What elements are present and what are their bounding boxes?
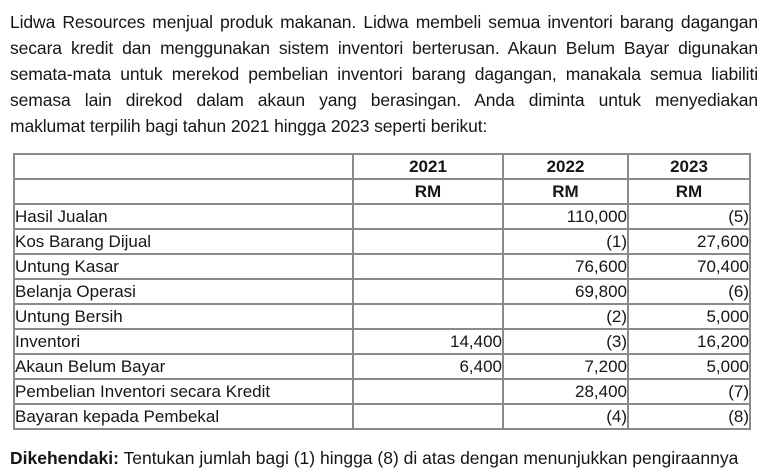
year-header-2021: 2021: [352, 153, 504, 180]
value-2023: 16,200: [627, 328, 751, 355]
value-2022: (4): [502, 403, 629, 430]
value-2022: 7,200: [502, 353, 629, 380]
intro-line: semata-mata untuk merekod pembelian inve…: [10, 64, 758, 84]
intro-paragraph: Lidwa Resources menjual produk makanan. …: [10, 9, 758, 139]
table-header-row-currency: RM RM RM: [13, 178, 751, 205]
table-header-row-years: 2021 2022 2023: [13, 153, 751, 180]
currency-header: RM: [502, 178, 629, 205]
row-label: Bayaran kepada Pembekal: [13, 403, 354, 430]
table-row: Untung Bersih (2) 5,000: [13, 303, 751, 330]
value-2023: 5,000: [627, 303, 751, 330]
table-row: Bayaran kepada Pembekal (4) (8): [13, 403, 751, 430]
intro-line: maklumat terpilih bagi tahun 2021 hingga…: [10, 116, 488, 136]
currency-header: RM: [627, 178, 751, 205]
empty-header-cell: [13, 153, 354, 180]
value-2021: [352, 203, 504, 230]
value-2023: 27,600: [627, 228, 751, 255]
currency-header: RM: [352, 178, 504, 205]
empty-header-cell: [13, 178, 354, 205]
row-label: Untung Bersih: [13, 303, 354, 330]
requirement-text: Tentukan jumlah bagi (1) hingga (8) di a…: [123, 448, 739, 468]
value-2023: (7): [627, 378, 751, 405]
row-label: Untung Kasar: [13, 253, 354, 280]
row-label: Akaun Belum Bayar: [13, 353, 354, 380]
table-row: Untung Kasar 76,600 70,400: [13, 253, 751, 280]
value-2022: 76,600: [502, 253, 629, 280]
year-header-2023: 2023: [627, 153, 751, 180]
table-row: Akaun Belum Bayar 6,400 7,200 5,000: [13, 353, 751, 380]
intro-line: semasa lain direkod dalam akaun yang ber…: [10, 90, 758, 110]
value-2022: 69,800: [502, 278, 629, 305]
value-2022: 110,000: [502, 203, 629, 230]
value-2021: [352, 403, 504, 430]
value-2022: (1): [502, 228, 629, 255]
value-2021: [352, 253, 504, 280]
value-2022: 28,400: [502, 378, 629, 405]
financial-data-table: 2021 2022 2023 RM RM RM Hasil Jualan 110…: [13, 153, 751, 430]
table-row: Belanja Operasi 69,800 (6): [13, 278, 751, 305]
value-2023: 70,400: [627, 253, 751, 280]
value-2023: (8): [627, 403, 751, 430]
row-label: Pembelian Inventori secara Kredit: [13, 378, 354, 405]
row-label: Kos Barang Dijual: [13, 228, 354, 255]
row-label: Hasil Jualan: [13, 203, 354, 230]
value-2021: 6,400: [352, 353, 504, 380]
intro-line: Lidwa Resources menjual produk makanan. …: [10, 12, 758, 32]
intro-line: secara kredit dan menggunakan sistem inv…: [10, 38, 758, 58]
value-2021: [352, 378, 504, 405]
table-row: Kos Barang Dijual (1) 27,600: [13, 228, 751, 255]
value-2023: 5,000: [627, 353, 751, 380]
value-2023: (5): [627, 203, 751, 230]
value-2021: [352, 278, 504, 305]
value-2021: 14,400: [352, 328, 504, 355]
value-2022: (3): [502, 328, 629, 355]
value-2021: [352, 303, 504, 330]
row-label: Belanja Operasi: [13, 278, 354, 305]
value-2021: [352, 228, 504, 255]
table-row: Pembelian Inventori secara Kredit 28,400…: [13, 378, 751, 405]
row-label: Inventori: [13, 328, 354, 355]
table-row: Hasil Jualan 110,000 (5): [13, 203, 751, 230]
value-2023: (6): [627, 278, 751, 305]
table-row: Inventori 14,400 (3) 16,200: [13, 328, 751, 355]
year-header-2022: 2022: [502, 153, 629, 180]
requirement-line: Dikehendaki: Tentukan jumlah bagi (1) hi…: [10, 447, 758, 469]
requirement-label: Dikehendaki:: [10, 448, 119, 468]
value-2022: (2): [502, 303, 629, 330]
